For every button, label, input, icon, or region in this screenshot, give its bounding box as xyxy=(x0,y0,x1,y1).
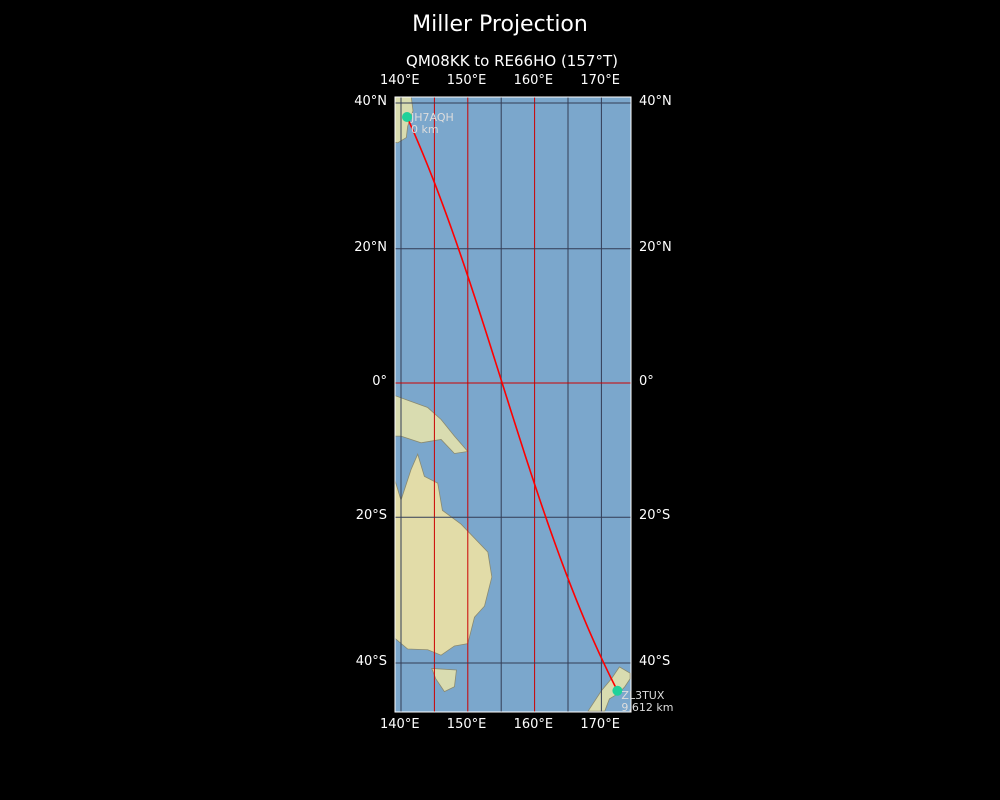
start-callsign: JH7AQH xyxy=(411,110,454,124)
start-distance: 0 km xyxy=(411,122,439,136)
great-circle-path xyxy=(406,116,619,692)
land-new-guinea xyxy=(395,395,469,454)
lon-tick-top: 160°E xyxy=(513,73,554,88)
figure-title: Miller Projection xyxy=(412,12,588,37)
lat-tick-right: 40°S xyxy=(639,653,671,669)
lat-tick-left: 40°N xyxy=(354,94,387,110)
lon-tick-bottom: 150°E xyxy=(446,717,487,732)
lon-tick-bottom: 140°E xyxy=(380,717,420,732)
end-marker xyxy=(612,685,623,696)
land-new-zealand xyxy=(587,666,631,712)
lat-tick-left: 20°N xyxy=(354,239,387,255)
start-marker xyxy=(402,111,413,122)
lat-tick-right: 20°S xyxy=(639,508,671,524)
map-layers xyxy=(395,97,631,712)
end-distance: 9,612 km xyxy=(621,700,674,714)
lat-tick-right: 0° xyxy=(639,374,654,389)
land-tasmania xyxy=(431,668,457,693)
lat-tick-left: 20°S xyxy=(355,508,387,524)
map-subtitle: QM08KK to RE66HO (157°T) xyxy=(406,52,618,70)
lon-tick-top: 170°E xyxy=(580,73,620,88)
lat-tick-right: 40°N xyxy=(639,94,672,110)
lon-tick-bottom: 160°E xyxy=(513,717,554,732)
lon-tick-top: 140°E xyxy=(380,73,420,88)
lat-tick-right: 20°N xyxy=(639,239,672,255)
lat-tick-left: 0° xyxy=(372,374,387,389)
end-callsign: ZL3TUX xyxy=(621,688,665,702)
lon-tick-top: 150°E xyxy=(446,73,487,88)
map-frame xyxy=(394,96,632,713)
lat-tick-left: 40°S xyxy=(355,653,387,669)
lon-tick-bottom: 170°E xyxy=(580,717,620,732)
